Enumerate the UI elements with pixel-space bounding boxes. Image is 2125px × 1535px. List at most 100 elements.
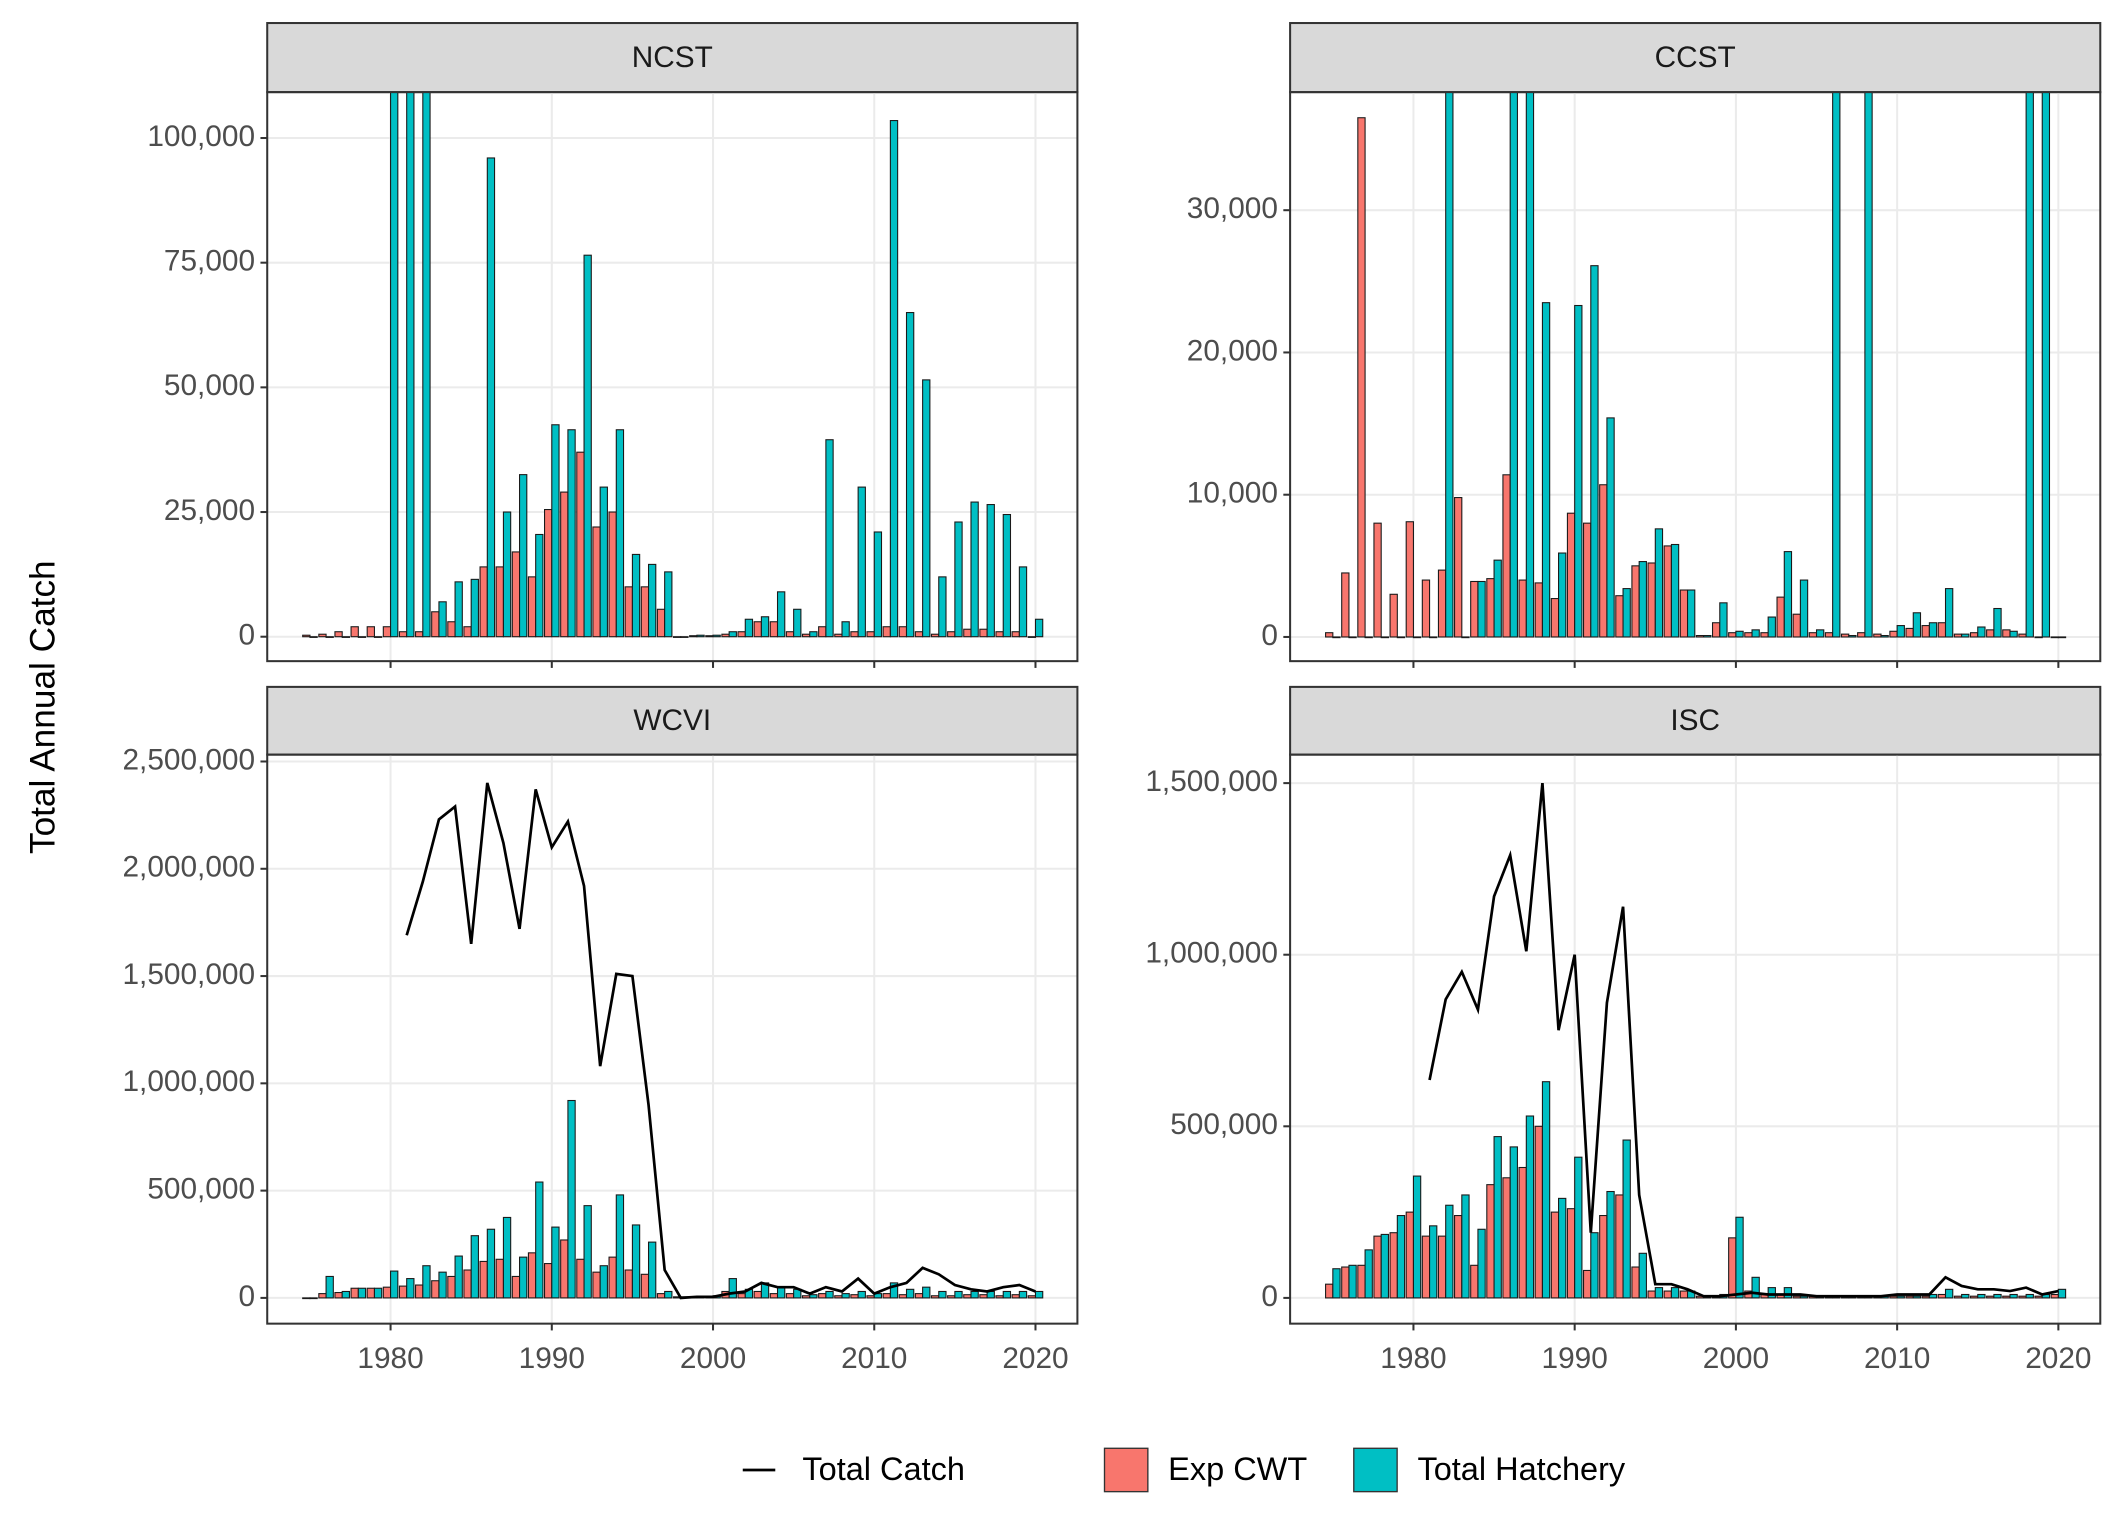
bar (422, 92, 431, 638)
bar (947, 1295, 956, 1299)
bar (1622, 588, 1631, 638)
bar (1373, 1235, 1382, 1299)
bar (479, 566, 488, 638)
panel-background (1290, 754, 2101, 1324)
bar (398, 631, 408, 638)
bar (1550, 598, 1560, 638)
bar (1583, 1269, 1592, 1299)
legend-key (1353, 1447, 1398, 1493)
bar (1728, 1237, 1737, 1299)
bar (463, 626, 472, 638)
bar (1679, 589, 1689, 638)
bar (2057, 1288, 2067, 1299)
bar (656, 608, 666, 638)
bar (535, 533, 544, 638)
bar (1711, 622, 1721, 638)
legend-label: Total Catch (802, 1451, 965, 1487)
panel-background (267, 92, 1078, 662)
bar (1631, 565, 1640, 638)
bar (1647, 1290, 1656, 1299)
bar (2034, 1295, 2043, 1299)
bar (1735, 630, 1744, 638)
bar (825, 439, 834, 638)
bar (1654, 528, 1664, 638)
bar (1412, 636, 1422, 639)
bar (1953, 633, 1963, 638)
bar (954, 521, 963, 638)
bar (1977, 1293, 1986, 1299)
bar (889, 1282, 899, 1299)
bar (1470, 1264, 1479, 1299)
bar (1357, 117, 1366, 638)
plot-area (1325, 782, 2067, 1299)
bar (599, 1265, 608, 1299)
bar (1993, 1293, 2002, 1299)
x-tick-label: 1980 (357, 1342, 423, 1375)
bar (318, 1293, 327, 1299)
bar (728, 631, 737, 638)
bar (390, 1270, 399, 1299)
y-tick-label: 20,000 (1187, 334, 1278, 367)
bar (970, 501, 979, 638)
y-tick-label: 50,000 (164, 369, 255, 402)
bar (341, 636, 350, 638)
bar (1396, 1215, 1406, 1299)
bar (1615, 1194, 1624, 1299)
y-tick-label: 10,000 (1187, 477, 1278, 510)
bar (1799, 579, 1809, 638)
bar (1454, 1215, 1463, 1299)
bar (1574, 304, 1583, 638)
bar (721, 633, 730, 638)
bar (1857, 632, 1866, 638)
bar (1534, 1125, 1543, 1299)
bar (760, 616, 770, 638)
bar (1606, 417, 1615, 638)
bar (502, 1216, 512, 1299)
bar (882, 626, 891, 638)
bar (631, 1224, 641, 1299)
bar (1647, 562, 1656, 638)
y-tick-label: 2,000,000 (122, 851, 255, 884)
bar (592, 1271, 601, 1299)
bar (422, 1265, 431, 1299)
bar (1325, 632, 1334, 638)
bar (1993, 607, 2002, 638)
bar (1445, 1204, 1454, 1299)
bar (1027, 1295, 1037, 1299)
bar (1332, 1268, 1341, 1299)
bar (882, 1293, 891, 1299)
bar (1525, 92, 1535, 638)
bar (390, 92, 399, 638)
strip-title: CCST (1655, 41, 1736, 74)
bar (502, 511, 512, 638)
bar (1018, 1290, 1028, 1299)
bar (543, 1263, 553, 1299)
bar (970, 1290, 979, 1299)
bar (712, 634, 721, 638)
y-tick-label: 0 (238, 619, 255, 652)
bar (809, 1294, 818, 1299)
bar (1493, 1136, 1502, 1299)
bar (1760, 632, 1769, 638)
bar (447, 1275, 456, 1299)
bar (954, 1290, 963, 1299)
bar (857, 486, 866, 638)
bar (776, 1286, 786, 1299)
bar (866, 631, 875, 638)
bar (438, 601, 447, 638)
bar (1421, 1235, 1431, 1299)
bar (302, 1297, 311, 1300)
bar (631, 553, 641, 638)
bar (1364, 636, 1373, 639)
bar (793, 608, 802, 638)
bar (728, 1278, 737, 1299)
bar (834, 1295, 843, 1299)
bar (1622, 1139, 1631, 1299)
bar (1953, 1295, 1963, 1299)
bar (1840, 633, 1850, 638)
bar (1558, 1197, 1567, 1299)
bar (2009, 630, 2018, 638)
bar (334, 1291, 343, 1299)
bar (2050, 1293, 2059, 1299)
bar (527, 576, 537, 638)
